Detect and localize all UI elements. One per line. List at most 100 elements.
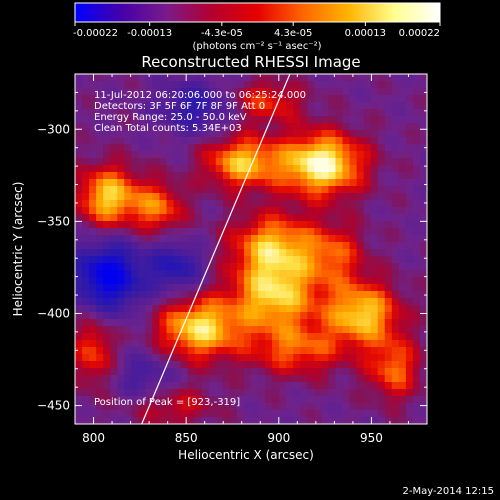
heatmap-cell [131, 165, 139, 173]
heatmap-cell [138, 277, 146, 285]
heatmap-cell [103, 74, 111, 82]
heatmap-cell [398, 333, 407, 341]
heatmap-cell [342, 130, 350, 138]
heatmap-cell [201, 179, 210, 187]
heatmap-cell [328, 116, 336, 124]
heatmap-cell [356, 186, 365, 194]
heatmap-cell [96, 151, 104, 159]
heatmap-cell [124, 74, 132, 82]
heatmap-cell [272, 116, 280, 124]
heatmap-cell [166, 340, 174, 348]
heatmap-cell [145, 389, 153, 397]
heatmap-cell [321, 186, 329, 194]
heatmap-cell [236, 172, 245, 180]
heatmap-cell [419, 326, 427, 334]
heatmap-cell [215, 403, 224, 411]
heatmap-cell [96, 214, 104, 222]
heatmap-cell [335, 151, 343, 159]
heatmap-cell [300, 249, 308, 257]
heatmap-cell [391, 354, 400, 362]
colorbar-ticks: -0.00022 -0.00013 -4.3e-05 4.3e-05 0.00013 0.… [73, 22, 441, 39]
heatmap-cell [75, 277, 83, 285]
heatmap-cell [251, 123, 259, 131]
heatmap-cell [356, 130, 365, 138]
heatmap-cell [300, 74, 308, 82]
heatmap-cell [328, 179, 336, 187]
heatmap-cell [236, 305, 245, 313]
heatmap-cell [159, 158, 167, 166]
heatmap-cell [314, 130, 322, 138]
heatmap-cell [131, 361, 139, 369]
heatmap-cell [419, 403, 427, 411]
heatmap-cell [145, 270, 153, 278]
heatmap-cell [75, 242, 83, 250]
heatmap-cell [222, 417, 231, 424]
heatmap-cell [243, 256, 252, 264]
heatmap-cell [377, 123, 386, 131]
heatmap-cell [131, 74, 139, 82]
generation-date: 2-May-2014 12:15 [402, 486, 494, 497]
heatmap-cell [187, 130, 196, 138]
heatmap-cell [215, 361, 224, 369]
heatmap-cell [187, 221, 196, 229]
heatmap-cell [229, 81, 238, 89]
heatmap-cell [342, 270, 350, 278]
heatmap-cell [391, 88, 400, 96]
heatmap-cell [258, 382, 266, 390]
heatmap-cell [222, 284, 231, 292]
heatmap-cell [166, 235, 174, 243]
heatmap-cell [314, 263, 322, 271]
heatmap-cell [265, 263, 273, 271]
heatmap-cell [328, 333, 336, 341]
heatmap-cell [328, 319, 336, 327]
heatmap-cell [363, 74, 372, 82]
heatmap-cell [272, 193, 280, 201]
heatmap-cell [110, 221, 118, 229]
heatmap-cell [110, 144, 118, 152]
heatmap-cell [208, 291, 217, 299]
heatmap-cell [342, 347, 350, 355]
heatmap-cell [391, 235, 400, 243]
heatmap-cell [377, 333, 386, 341]
heatmap-cell [222, 186, 231, 194]
heatmap-cell [412, 74, 421, 82]
heatmap-cell [236, 326, 245, 334]
heatmap-cell [75, 95, 83, 103]
heatmap-cell [342, 319, 350, 327]
heatmap-cell [349, 179, 357, 187]
heatmap-cell [391, 228, 400, 236]
heatmap-cell [110, 291, 118, 299]
heatmap-cell [229, 151, 238, 159]
heatmap-cell [370, 326, 379, 334]
heatmap-cell [236, 214, 245, 222]
heatmap-cell [222, 375, 231, 383]
heatmap-cell [335, 277, 343, 285]
heatmap-cell [314, 333, 322, 341]
heatmap-cell [222, 333, 231, 341]
heatmap-cell [328, 361, 336, 369]
heatmap-cell [272, 284, 280, 292]
heatmap-cell [342, 361, 350, 369]
heatmap-cell [124, 375, 132, 383]
heatmap-cell [208, 326, 217, 334]
heatmap-cell [321, 88, 329, 96]
heatmap-cell [96, 81, 104, 89]
heatmap-cell [405, 417, 414, 424]
heatmap-cell [131, 123, 139, 131]
heatmap-cell [138, 249, 146, 257]
heatmap-cell [110, 242, 118, 250]
heatmap-cell [321, 109, 329, 117]
heatmap-cell [405, 130, 414, 138]
heatmap-cell [124, 116, 132, 124]
heatmap-cell [412, 116, 421, 124]
heatmap-cell [272, 74, 280, 82]
heatmap-cell [89, 277, 97, 285]
heatmap-cell [384, 95, 393, 103]
heatmap-cell [412, 291, 421, 299]
heatmap-cell [194, 305, 203, 313]
heatmap-cell [208, 319, 217, 327]
heatmap-cell [370, 81, 379, 89]
heatmap-cell [314, 193, 322, 201]
heatmap-cell [286, 361, 294, 369]
heatmap-cell [258, 74, 266, 82]
